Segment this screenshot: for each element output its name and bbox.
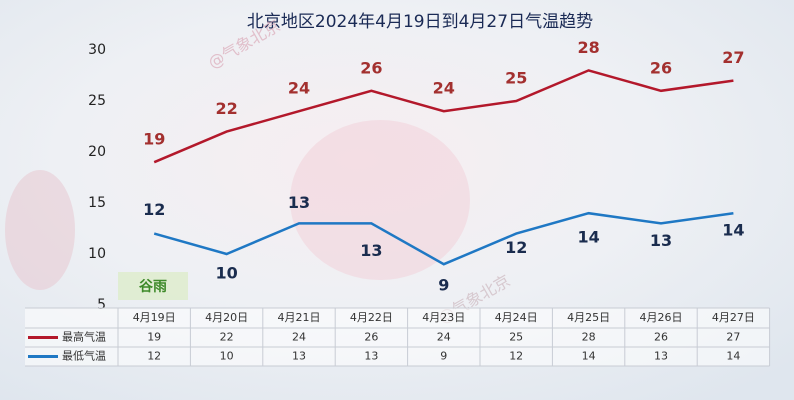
series-line xyxy=(153,211,734,266)
annotation: 谷雨 xyxy=(139,279,167,295)
data-label: 25 xyxy=(505,69,527,88)
table-date: 4月25日 xyxy=(567,311,610,324)
data-label: 13 xyxy=(360,241,382,260)
legend-label: 最低气温 xyxy=(62,349,106,363)
data-label: 10 xyxy=(215,264,237,283)
data-label: 19 xyxy=(143,130,165,149)
table-value: 13 xyxy=(654,350,668,363)
data-label: 28 xyxy=(577,38,599,57)
data-label: 13 xyxy=(650,231,672,250)
table-value: 14 xyxy=(582,350,596,363)
table-date: 4月26日 xyxy=(640,311,683,324)
table-date: 4月22日 xyxy=(350,311,393,324)
table-value: 13 xyxy=(364,350,378,363)
table-value: 22 xyxy=(220,331,234,344)
flower-decoration xyxy=(290,120,470,280)
annotation-box xyxy=(118,272,188,300)
data-label: 27 xyxy=(722,48,744,67)
table-date: 4月27日 xyxy=(712,311,755,324)
y-tick-label: 25 xyxy=(88,93,106,109)
chart-title: 北京地区2024年4月19日到4月27日气温趋势 xyxy=(247,12,593,32)
data-label: 24 xyxy=(288,79,310,98)
y-tick-label: 5 xyxy=(97,297,106,313)
table-date: 4月20日 xyxy=(205,311,248,324)
table-value: 28 xyxy=(582,331,596,344)
table-value: 12 xyxy=(509,350,523,363)
table-date: 4月21日 xyxy=(278,311,321,324)
table-value: 27 xyxy=(726,331,740,344)
data-label: 26 xyxy=(650,58,672,77)
table-value: 19 xyxy=(147,331,161,344)
legend-label: 最高气温 xyxy=(62,330,106,344)
table-value: 9 xyxy=(440,350,447,363)
table-value: 24 xyxy=(292,331,306,344)
table-value: 14 xyxy=(726,350,740,363)
table-value: 13 xyxy=(292,350,306,363)
table-value: 25 xyxy=(509,331,523,344)
y-tick-label: 30 xyxy=(88,42,106,58)
table-date: 4月19日 xyxy=(133,311,176,324)
data-label: 13 xyxy=(288,193,310,212)
data-label: 9 xyxy=(438,276,449,295)
data-label: 12 xyxy=(505,238,527,257)
table-value: 26 xyxy=(654,331,668,344)
table-value: 12 xyxy=(147,350,161,363)
data-label: 22 xyxy=(215,99,237,118)
y-tick-label: 15 xyxy=(88,195,106,211)
table-value: 24 xyxy=(437,331,451,344)
table-date: 4月23日 xyxy=(422,311,465,324)
flower-decoration xyxy=(5,170,75,290)
data-label: 14 xyxy=(722,221,744,240)
table-value: 26 xyxy=(364,331,378,344)
table-value: 10 xyxy=(220,350,234,363)
table-date: 4月24日 xyxy=(495,311,538,324)
data-label: 24 xyxy=(433,79,455,98)
data-label: 26 xyxy=(360,58,382,77)
series-line xyxy=(153,69,734,164)
y-tick-label: 20 xyxy=(88,144,106,160)
table-background xyxy=(25,308,770,366)
data-label: 14 xyxy=(577,228,599,247)
data-label: 12 xyxy=(143,200,165,219)
y-tick-label: 10 xyxy=(88,246,106,262)
